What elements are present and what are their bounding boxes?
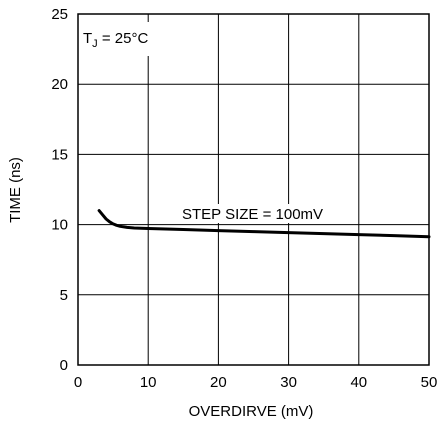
x-tick-label: 20 <box>210 374 227 391</box>
x-tick-label: 50 <box>421 374 438 391</box>
grid <box>77 13 430 366</box>
y-tick-labels: 0 5 10 15 20 25 <box>51 6 68 374</box>
y-tick-label: 0 <box>60 357 68 374</box>
x-tick-label: 0 <box>74 374 82 391</box>
y-axis-title: TIME (ns) <box>7 157 24 223</box>
annotation-value: = 25°C <box>98 30 149 47</box>
annotation-t: T <box>83 30 92 47</box>
annotation-subscript: J <box>92 38 98 50</box>
curve-label: STEP SIZE = 100mV <box>182 206 323 223</box>
x-tick-label: 30 <box>280 374 297 391</box>
y-tick-label: 20 <box>51 76 68 93</box>
y-tick-label: 5 <box>60 287 68 304</box>
temperature-annotation: TJ = 25°C <box>80 22 154 56</box>
svg-text:TJ = 25°C: TJ = 25°C <box>83 30 148 50</box>
curve-label-group: STEP SIZE = 100mV <box>179 204 335 223</box>
y-tick-label: 10 <box>51 217 68 234</box>
y-tick-label: 25 <box>51 6 68 23</box>
plot-frame <box>77 13 430 366</box>
x-axis-title: OVERDIRVE (mV) <box>189 403 314 420</box>
series <box>97 209 431 239</box>
series-line <box>97 209 431 239</box>
x-tick-labels: 0 10 20 30 40 50 <box>74 374 438 391</box>
x-tick-label: 40 <box>350 374 367 391</box>
y-tick-label: 15 <box>51 146 68 163</box>
x-tick-label: 10 <box>140 374 157 391</box>
